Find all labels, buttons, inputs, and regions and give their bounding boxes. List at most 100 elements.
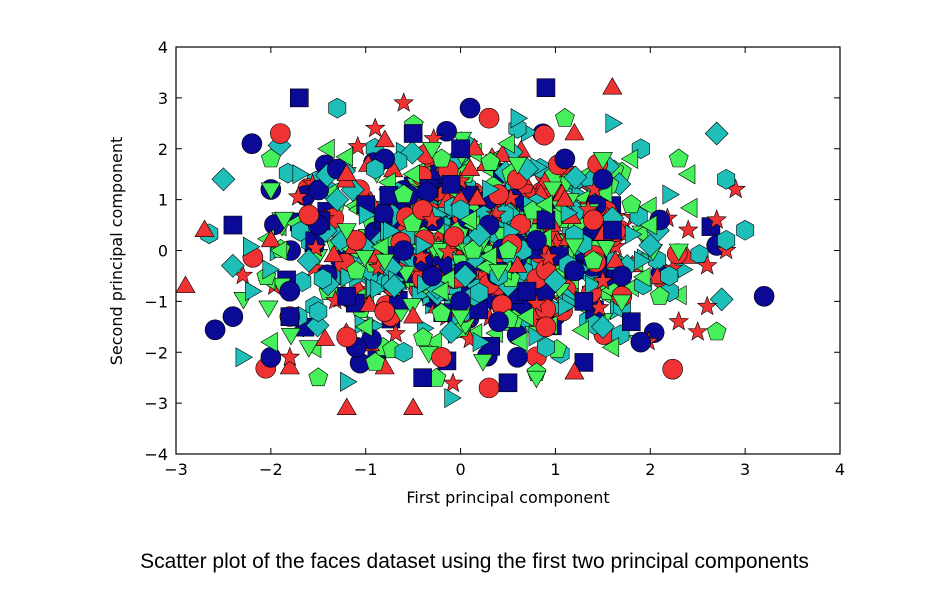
scatter-point-green-triangle-down [488,264,509,282]
scatter-point-blue-square [536,210,556,230]
scatter-point [370,278,388,299]
scatter-point-blue-square [413,368,432,387]
scatter-point-cyan-triangle-right [558,296,576,317]
scatter-point-green-triangle-left [639,214,658,236]
scatter-point [401,298,423,316]
scatter-point-green-triangle-down [507,157,528,175]
scatter-point-blue-circle [564,260,585,282]
scatter-point [563,165,588,190]
scatter-point-green-triangle-left [601,337,620,358]
scatter-point-blue-square [498,373,518,393]
scatter-point-red-circle [431,347,452,368]
scatter-point-red-triangle-up [336,397,357,416]
scatter-point-cyan-triangle-right [358,204,377,225]
scatter-point-green-triangle-left [260,331,278,353]
scatter-point [633,266,651,288]
scatter-point-blue-square [451,139,470,159]
scatter-point-blue-circle [753,285,775,307]
scatter-point-green-triangle-left [516,306,534,327]
x-tick-label: 3 [740,460,750,479]
scatter-point-red-circle [345,230,367,251]
scatter-point-cyan-triangle-right [472,331,491,353]
x-tick-label: −2 [259,460,283,479]
scatter-point [359,294,380,312]
points-layer [175,77,775,416]
scatter-point-red-triangle-up [554,188,575,207]
scatter-point-green-triangle-left [402,164,420,185]
scatter-point-cyan-hexagon [394,341,413,363]
scatter-point [571,320,590,341]
scatter-point-red-circle [535,316,557,338]
scatter-point-green-pentagon [621,194,642,214]
scatter-point-green-triangle-left [535,194,553,215]
scatter-point-cyan-hexagon [660,265,679,287]
scatter-point-red-circle [336,326,358,348]
scatter-point-blue-circle [554,148,576,170]
scatter-point [335,146,354,167]
scatter-point-cyan-hexagon [736,219,755,241]
scatter-point-blue-square [337,286,357,306]
scatter-point-blue-circle [222,306,244,327]
scatter-point-cyan-triangle-right [510,108,529,129]
scatter-point-blue-square [603,220,622,240]
scatter-point-blue-square [517,281,537,301]
scatter-point-green-pentagon [346,260,367,280]
scatter-point-blue-circle [507,347,528,368]
figure-caption: Scatter plot of the faces dataset using … [140,550,809,573]
scatter-point [308,179,329,201]
x-tick-label: 1 [550,460,560,479]
scatter-point-green-triangle-down [526,370,547,389]
scatter-point [416,182,438,203]
scatter-point-blue-square [223,215,243,235]
scatter-point [472,354,494,372]
scatter-point [470,282,489,304]
scatter-point [396,265,417,284]
scatter-point-red-triangle-up [194,219,215,237]
x-tick-label: 4 [835,460,845,479]
scatter-point-cyan-diamond [220,253,245,278]
scatter-point [709,287,734,312]
scatter-point-cyan-diamond [211,167,236,192]
scatter-point [467,188,488,206]
x-axis-label: First principal component [406,488,609,507]
y-tick-label: 1 [158,191,168,210]
scatter-point-green-triangle-left [459,209,477,231]
y-tick-label: 2 [158,140,168,159]
scatter-point-cyan-triangle-right [633,250,652,271]
scatter-point-green-pentagon [583,250,604,270]
scatter-point-cyan-diamond [296,248,321,273]
scatter-point-green-triangle-left [497,133,515,154]
x-tick-label: −3 [164,460,188,479]
scatter-point-blue-circle [630,331,652,353]
scatter-point-cyan-triangle-right [245,281,263,302]
scatter-point [480,151,501,171]
scatter-point-blue-square [403,124,423,143]
scatter-point-cyan-triangle-right [662,184,680,205]
scatter-point-red-triangle-up [459,158,481,176]
scatter-point [340,371,358,392]
scatter-point-green-pentagon [555,107,575,127]
scatter-point-blue-square [574,353,594,372]
scatter-point-red-triangle-up [336,163,357,181]
scatter-point-green-triangle-down [260,182,281,200]
scatter-point [510,331,528,352]
scatter-point [287,186,309,206]
scatter-point-cyan-diamond [382,274,407,299]
scatter-point-red-circle [270,123,291,144]
scatter-point [453,263,478,288]
scatter-point-cyan-triangle-right [482,179,500,200]
scatter-point [383,220,401,241]
scatter-point-red-star [364,117,386,138]
scatter-point-red-triangle-up [564,122,585,141]
scatter-point-cyan-triangle-right [444,387,462,409]
scatter-point-cyan-diamond [325,187,350,212]
scatter-point-red-star [592,270,614,290]
scatter-point [560,202,579,223]
scatter-point-red-triangle-up [175,275,196,293]
scatter-point-red-star [677,219,699,239]
scatter-point [243,236,261,257]
scatter-point-cyan-triangle-right [292,164,310,185]
scatter-point [305,313,330,338]
scatter-point-green-triangle-down [450,309,471,328]
scatter-point-red-star [706,209,728,229]
